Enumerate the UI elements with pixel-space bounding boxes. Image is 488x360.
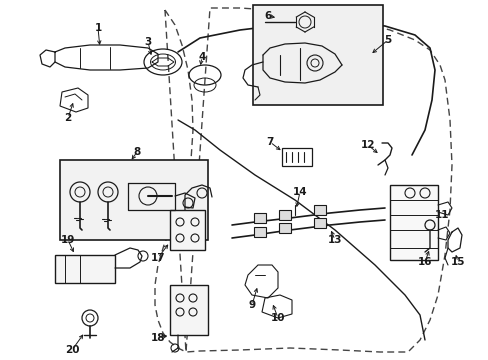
Text: 3: 3 [144,37,151,47]
Text: 8: 8 [133,147,141,157]
Bar [313,218,325,228]
Bar [282,148,311,166]
Bar [55,255,115,283]
Bar [313,205,325,215]
Text: 13: 13 [327,235,342,245]
Bar [279,210,290,220]
Text: 4: 4 [198,52,205,62]
Text: 6: 6 [264,11,271,21]
Bar [253,227,265,237]
Text: 18: 18 [150,333,165,343]
Text: 9: 9 [248,300,255,310]
Bar [253,213,265,223]
Bar [170,285,207,335]
Text: 20: 20 [64,345,79,355]
Text: 7: 7 [266,137,273,147]
Bar [389,185,437,260]
Text: 19: 19 [61,235,75,245]
Text: 16: 16 [417,257,431,267]
Bar [170,210,204,250]
Text: 5: 5 [384,35,391,45]
Text: 10: 10 [270,313,285,323]
Text: 1: 1 [94,23,102,33]
Text: 14: 14 [292,187,306,197]
Text: 11: 11 [434,210,448,220]
Bar [252,5,382,105]
Bar [60,160,207,240]
Bar [279,223,290,233]
Text: 12: 12 [360,140,374,150]
Text: 17: 17 [150,253,165,263]
Text: 2: 2 [64,113,71,123]
Text: 15: 15 [450,257,464,267]
